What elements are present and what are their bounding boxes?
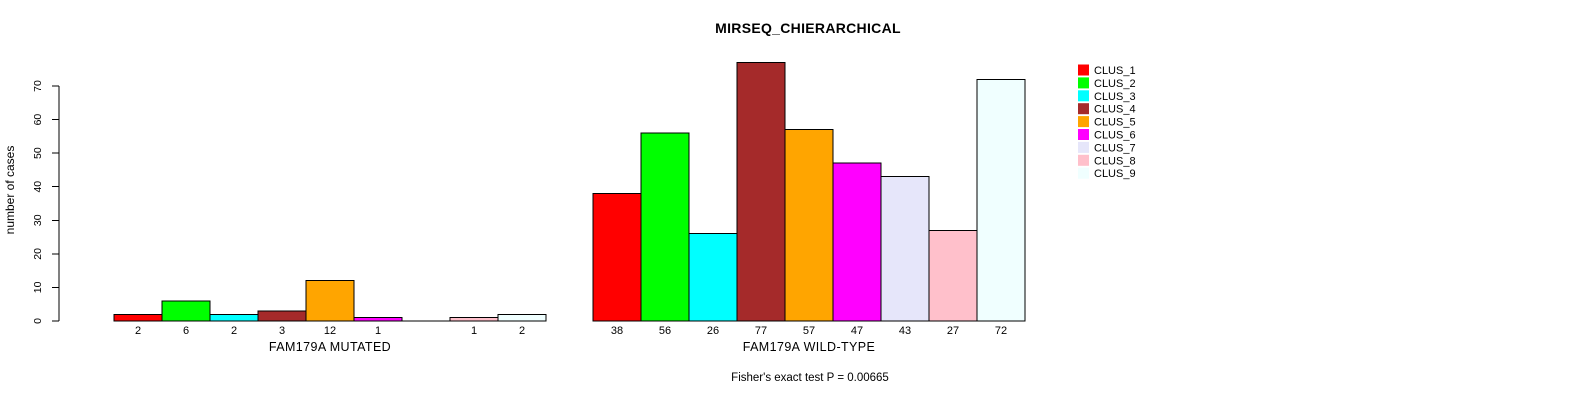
legend-swatch-clus_8 — [1078, 154, 1089, 166]
group-label-wild_type: FAM179A WILD-TYPE — [743, 340, 876, 354]
legend-swatch-clus_7 — [1078, 141, 1089, 153]
bar-clus_4-mutated — [257, 310, 307, 322]
y-tick-label: 70 — [32, 80, 44, 92]
y-tick-label: 0 — [32, 318, 44, 324]
y-tick-label: 20 — [32, 248, 44, 260]
bar-clus_1-mutated — [113, 313, 163, 322]
y-tick-label: 40 — [32, 181, 44, 193]
bar-clus_6-wild_type — [832, 162, 882, 322]
bar-value-label: 2 — [135, 325, 141, 337]
bar-value-label: 77 — [755, 325, 767, 337]
y-tick-label: 10 — [32, 281, 44, 293]
bar-value-label: 57 — [803, 325, 815, 337]
legend-swatch-clus_3 — [1078, 90, 1089, 102]
bar-value-label: 47 — [851, 325, 863, 337]
legend-swatch-clus_4 — [1078, 103, 1089, 115]
bar-clus_5-wild_type — [784, 129, 834, 322]
legend-label: CLUS_5 — [1094, 117, 1136, 129]
bar-value-label: 1 — [471, 325, 477, 337]
bar-clus_3-mutated — [209, 313, 259, 322]
bar-value-label: 56 — [659, 325, 671, 337]
legend-label: CLUS_9 — [1094, 168, 1136, 180]
legend-label: CLUS_1 — [1094, 65, 1136, 77]
legend-swatch-clus_9 — [1078, 167, 1089, 179]
bar-value-label: 26 — [707, 325, 719, 337]
legend-swatch-clus_2 — [1078, 77, 1089, 89]
legend-label: CLUS_2 — [1094, 78, 1136, 90]
legend-label: CLUS_8 — [1094, 155, 1136, 167]
bar-value-label: 2 — [231, 325, 237, 337]
bar-clus_9-mutated — [497, 313, 547, 322]
legend-label: CLUS_7 — [1094, 142, 1136, 154]
bar-clus_9-wild_type — [976, 78, 1026, 322]
bar-clus_7-wild_type — [880, 176, 930, 322]
bar-clus_1-wild_type — [592, 192, 642, 322]
legend-swatch-clus_6 — [1078, 129, 1089, 140]
bar-clus_2-mutated — [161, 300, 211, 322]
bar-value-label: 3 — [279, 325, 285, 337]
bar-clus_8-wild_type — [928, 229, 978, 322]
bar-clus_2-wild_type — [640, 132, 690, 322]
group-label-mutated: FAM179A MUTATED — [269, 340, 391, 354]
legend-label: CLUS_3 — [1094, 91, 1136, 103]
bar-value-label: 27 — [947, 325, 959, 337]
bar-clus_8-mutated — [449, 317, 499, 322]
bar-value-label: 12 — [324, 325, 336, 337]
bar-value-label: 38 — [611, 325, 623, 337]
legend-label: CLUS_6 — [1094, 130, 1136, 142]
legend-label: CLUS_4 — [1094, 104, 1136, 116]
bar-value-label: 2 — [519, 325, 525, 337]
y-axis-label: number of cases — [3, 146, 17, 235]
y-tick-label: 30 — [32, 214, 44, 226]
bar-value-label: 1 — [375, 325, 381, 337]
bar-value-label: 6 — [183, 325, 189, 337]
y-tick-label: 60 — [32, 114, 44, 126]
footer-note: Fisher's exact test P = 0.00665 — [731, 372, 889, 384]
bar-clus_4-wild_type — [736, 62, 786, 322]
bar-clus_6-mutated — [353, 317, 403, 322]
legend-swatch-clus_1 — [1078, 64, 1089, 76]
bar-clus_5-mutated — [305, 280, 355, 322]
legend-swatch-clus_5 — [1078, 116, 1089, 128]
bar-clus_3-wild_type — [688, 233, 738, 322]
bar-value-label: 72 — [995, 325, 1007, 337]
bar-value-label: 43 — [899, 325, 911, 337]
chart-title: MIRSEQ_CHIERARCHICAL — [715, 20, 901, 36]
y-tick-label: 50 — [32, 147, 44, 159]
